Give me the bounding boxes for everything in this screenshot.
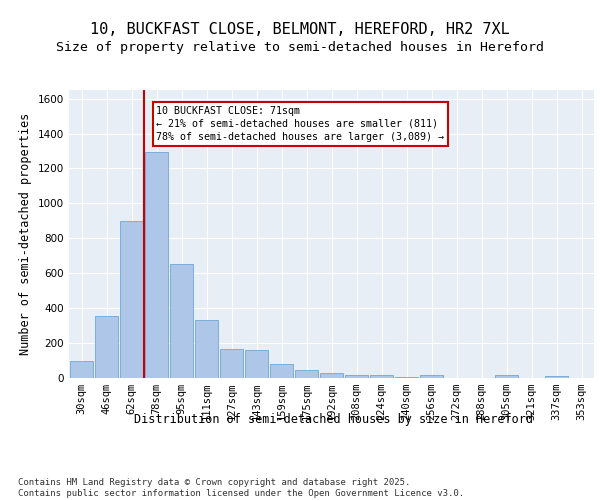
Bar: [170, 264, 193, 378]
Bar: [270, 364, 293, 378]
Text: 10 BUCKFAST CLOSE: 71sqm
← 21% of semi-detached houses are smaller (811)
78% of : 10 BUCKFAST CLOSE: 71sqm ← 21% of semi-d…: [157, 106, 445, 142]
Bar: [95, 316, 118, 378]
Bar: [220, 349, 243, 378]
Text: Size of property relative to semi-detached houses in Hereford: Size of property relative to semi-detach…: [56, 41, 544, 54]
Bar: [120, 220, 143, 378]
Bar: [145, 152, 168, 378]
Bar: [345, 376, 368, 378]
Bar: [395, 376, 418, 378]
Bar: [370, 375, 393, 378]
Text: Contains HM Land Registry data © Crown copyright and database right 2025.
Contai: Contains HM Land Registry data © Crown c…: [18, 478, 464, 498]
Bar: [245, 350, 268, 378]
Bar: [70, 361, 93, 378]
Y-axis label: Number of semi-detached properties: Number of semi-detached properties: [19, 112, 32, 355]
Bar: [545, 376, 568, 378]
Bar: [195, 320, 218, 378]
Text: 10, BUCKFAST CLOSE, BELMONT, HEREFORD, HR2 7XL: 10, BUCKFAST CLOSE, BELMONT, HEREFORD, H…: [90, 22, 510, 38]
Bar: [295, 370, 318, 378]
Text: Distribution of semi-detached houses by size in Hereford: Distribution of semi-detached houses by …: [134, 412, 533, 426]
Bar: [495, 376, 518, 378]
Bar: [320, 373, 343, 378]
Bar: [420, 375, 443, 378]
